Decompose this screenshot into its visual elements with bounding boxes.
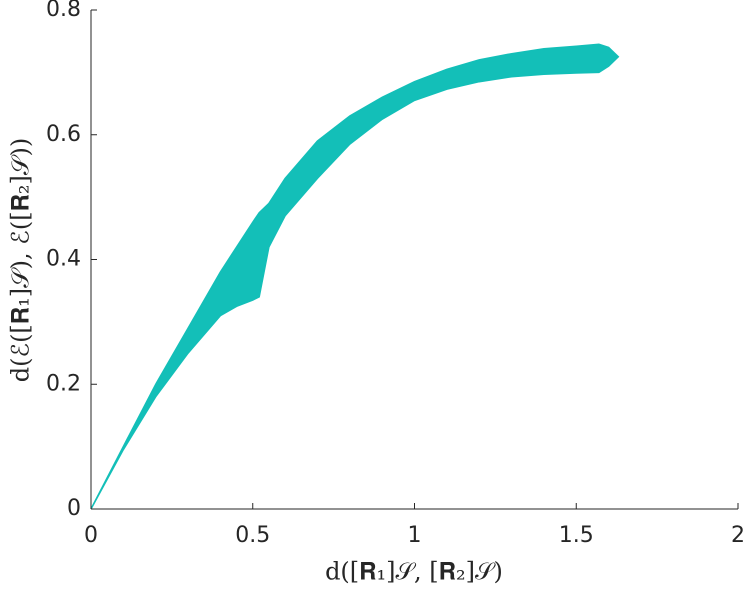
x-tick-label: 1.5	[559, 523, 594, 548]
x-tick-label: 2	[731, 523, 745, 548]
y-tick-label: 0.2	[46, 371, 81, 396]
y-tick-label: 0.4	[46, 247, 81, 272]
x-tick-label: 0	[84, 523, 98, 548]
x-tick-label: 1	[408, 523, 422, 548]
x-axis-title: d([𝐑₁]𝒮, [𝐑₂]𝒮)	[325, 558, 503, 586]
y-axis-title: d(ℰ([𝐑₁]𝒮), ℰ([𝐑₂]𝒮))	[7, 138, 35, 382]
area	[90, 43, 620, 510]
x-tick-label: 0.5	[235, 523, 270, 548]
y-tick-label: 0	[67, 496, 81, 521]
y-tick-label: 0.8	[46, 0, 81, 22]
y-tick-label: 0.6	[46, 122, 81, 147]
